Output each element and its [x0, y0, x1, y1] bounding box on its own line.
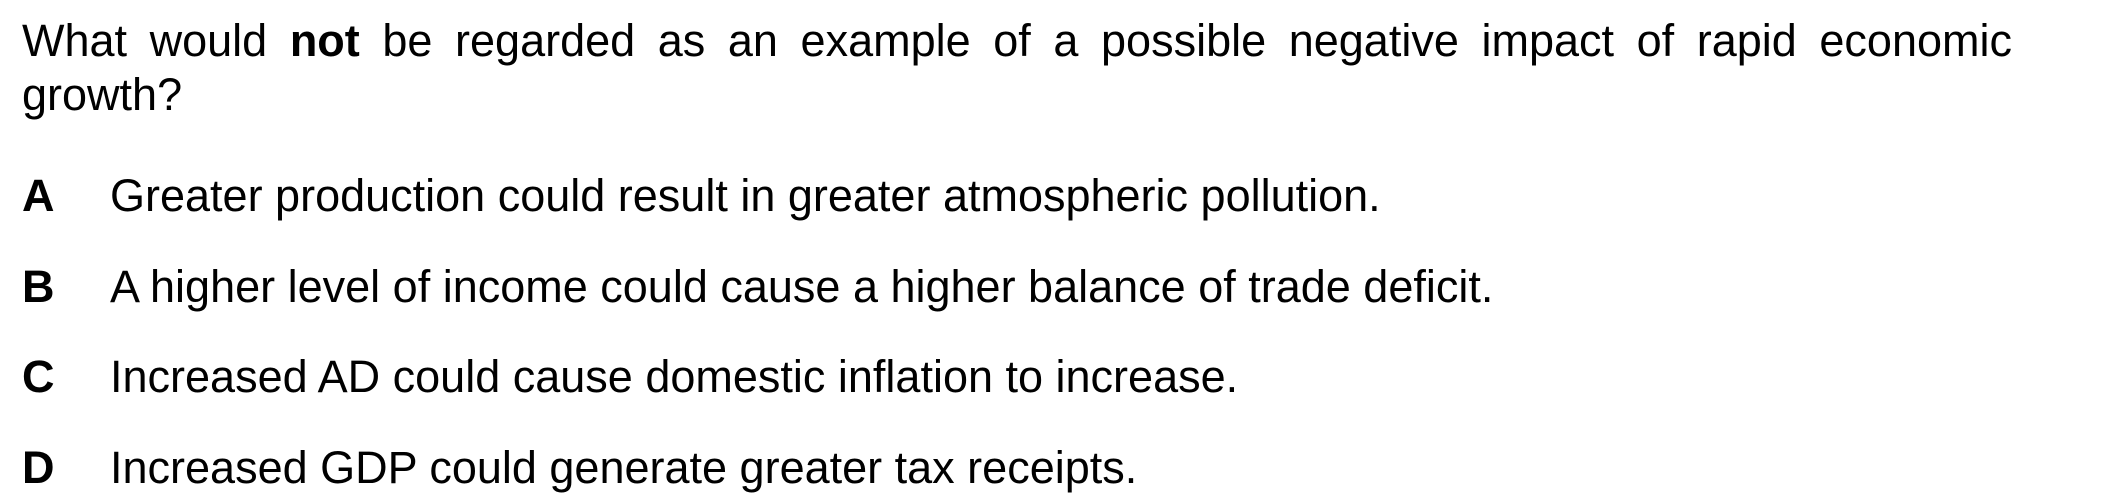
option-letter: B — [22, 261, 55, 312]
option-text: A higher level of income could cause a h… — [110, 261, 1494, 312]
option-c[interactable]: C Increased AD could cause domestic infla… — [22, 347, 1238, 407]
question-stem: What would not be regarded as an example… — [22, 14, 2012, 122]
option-text: Increased GDP could generate greater tax… — [110, 442, 1138, 493]
option-a[interactable]: A Greater production could result in grea… — [22, 166, 1381, 226]
option-text: Greater production could result in great… — [110, 170, 1381, 221]
option-text: Increased AD could cause domestic inflat… — [110, 351, 1239, 402]
option-letter: D — [22, 442, 55, 493]
option-letter: A — [22, 170, 55, 221]
option-d[interactable]: D Increased GDP could generate greater ta… — [22, 438, 1137, 498]
question-prefix: What would — [22, 15, 290, 66]
question-emphasis: not — [289, 15, 360, 66]
option-letter: C — [22, 351, 55, 402]
option-b[interactable]: B A higher level of income could cause a … — [22, 257, 1493, 317]
question-suffix: be regarded as an example of a possible … — [22, 15, 2012, 120]
